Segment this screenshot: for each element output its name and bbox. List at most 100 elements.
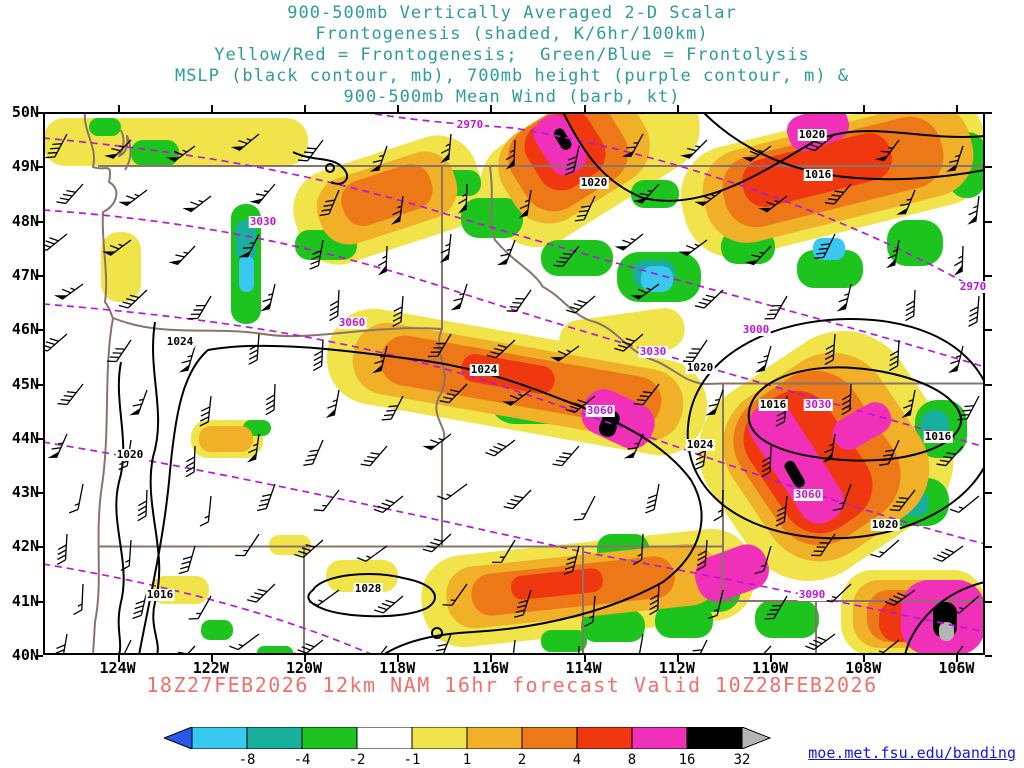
colorbar-label: -2 bbox=[348, 752, 366, 768]
lat-tick bbox=[36, 383, 43, 386]
lon-tick bbox=[583, 655, 586, 662]
lon-label: 106W bbox=[938, 659, 975, 677]
credit-link[interactable]: moe.met.fsu.edu/banding bbox=[808, 744, 1016, 762]
colorbar-label: 4 bbox=[572, 752, 582, 768]
lon-tick bbox=[397, 105, 400, 112]
colorbar-label: 8 bbox=[627, 752, 637, 768]
lat-tick bbox=[36, 600, 43, 603]
lon-label: 118W bbox=[379, 659, 416, 677]
lat-tick bbox=[36, 166, 43, 169]
lat-label: 45N bbox=[11, 374, 39, 393]
lat-tick bbox=[36, 220, 43, 223]
lon-tick bbox=[676, 105, 679, 112]
lat-tick bbox=[985, 274, 992, 277]
lat-label: 43N bbox=[11, 483, 39, 502]
lat-tick bbox=[36, 492, 43, 495]
lon-label: 112W bbox=[658, 659, 695, 677]
lon-label: 124W bbox=[99, 659, 136, 677]
title-line-2: Frontogenesis (shaded, K/6hr/100km) bbox=[315, 24, 709, 44]
colorbar-segment bbox=[356, 726, 413, 750]
lon-tick bbox=[490, 655, 493, 662]
lat-tick bbox=[36, 546, 43, 549]
colorbar-label: -8 bbox=[238, 752, 256, 768]
lat-label: 47N bbox=[11, 265, 39, 284]
lat-tick bbox=[985, 166, 992, 169]
lat-label: 46N bbox=[11, 320, 39, 339]
lat-tick bbox=[985, 383, 992, 386]
lon-label: 108W bbox=[845, 659, 882, 677]
colorbar-label: 32 bbox=[733, 752, 751, 768]
colorbar-segment bbox=[686, 726, 743, 750]
title-line-1: 900-500mb Vertically Averaged 2-D Scalar bbox=[287, 3, 737, 23]
colorbar-graphic bbox=[162, 726, 772, 750]
lon-tick bbox=[210, 105, 213, 112]
colorbar-label: 16 bbox=[678, 752, 696, 768]
lat-label: 40N bbox=[11, 646, 39, 664]
colorbar-label: 1 bbox=[462, 752, 472, 768]
lat-label: 49N bbox=[11, 157, 39, 176]
colorbar-segment bbox=[246, 726, 303, 750]
lon-tick bbox=[770, 655, 772, 662]
lat-tick bbox=[36, 112, 43, 114]
forecast-valid-text: 18Z27FEB2026 12km NAM 16hr forecast Vali… bbox=[146, 673, 878, 697]
colorbar-segment bbox=[631, 726, 688, 750]
colorbar-right-arrow bbox=[741, 726, 772, 750]
lon-tick bbox=[210, 655, 213, 662]
lat-tick bbox=[36, 655, 43, 657]
lon-tick bbox=[956, 105, 959, 112]
colorbar-segment bbox=[301, 726, 358, 750]
lat-tick bbox=[985, 329, 992, 332]
lon-tick bbox=[117, 655, 120, 662]
colorbar-segment bbox=[521, 726, 578, 750]
lon-tick bbox=[863, 105, 866, 112]
colorbar-label: -1 bbox=[403, 752, 421, 768]
lat-label: 48N bbox=[11, 211, 39, 230]
lat-label: 50N bbox=[11, 103, 39, 121]
map-graphic bbox=[43, 112, 985, 655]
lon-label: 116W bbox=[472, 659, 509, 677]
colorbar-segment bbox=[576, 726, 633, 750]
lat-label: 41N bbox=[11, 591, 39, 610]
colorbar-segment bbox=[466, 726, 523, 750]
lat-label: 44N bbox=[11, 428, 39, 447]
colorbar-segment bbox=[411, 726, 468, 750]
lon-tick bbox=[397, 655, 400, 662]
colorbar-label: -4 bbox=[293, 752, 311, 768]
lon-tick bbox=[304, 655, 306, 662]
lat-tick bbox=[36, 437, 43, 440]
lon-tick bbox=[117, 105, 120, 112]
lon-label: 110W bbox=[751, 659, 789, 677]
lat-tick bbox=[985, 492, 992, 495]
lat-tick bbox=[985, 220, 992, 223]
colorbar-left-arrow bbox=[162, 726, 193, 750]
title-line-4: MSLP (black contour, mb), 700mb height (… bbox=[174, 66, 850, 86]
lon-tick bbox=[863, 655, 866, 662]
map-title: 900-500mb Vertically Averaged 2-D Scalar… bbox=[0, 3, 1024, 108]
lat-tick bbox=[985, 655, 992, 657]
lat-tick bbox=[985, 437, 992, 440]
map-plot-area: 2970 3030 3060 2970 3000 3030 3030 3060 3060 3090… bbox=[43, 112, 988, 655]
lon-tick bbox=[490, 105, 493, 112]
lat-tick bbox=[985, 600, 992, 603]
lon-label: 122W bbox=[192, 659, 229, 677]
lat-tick bbox=[36, 274, 43, 277]
lat-tick bbox=[36, 329, 43, 332]
lat-tick bbox=[985, 112, 992, 114]
lon-label: 114W bbox=[565, 659, 602, 677]
lon-tick bbox=[770, 105, 772, 112]
state-borders bbox=[83, 112, 985, 655]
lon-tick bbox=[304, 105, 306, 112]
lon-tick bbox=[956, 655, 959, 662]
lat-tick bbox=[985, 546, 992, 549]
colorbar-label: 2 bbox=[517, 752, 527, 768]
map-frame bbox=[43, 112, 985, 655]
lon-tick bbox=[583, 105, 586, 112]
lon-label: 120W bbox=[285, 659, 323, 677]
lat-label: 42N bbox=[11, 537, 39, 556]
lon-tick bbox=[676, 655, 679, 662]
colorbar-segment bbox=[191, 726, 248, 750]
title-line-5: 900-500mb Mean Wind (barb, kt) bbox=[343, 87, 681, 107]
colorbar-legend: -8 -4 -2 -1 1 2 4 8 16 32 bbox=[162, 726, 826, 768]
title-line-3: Yellow/Red = Frontogenesis; Green/Blue =… bbox=[214, 45, 810, 65]
